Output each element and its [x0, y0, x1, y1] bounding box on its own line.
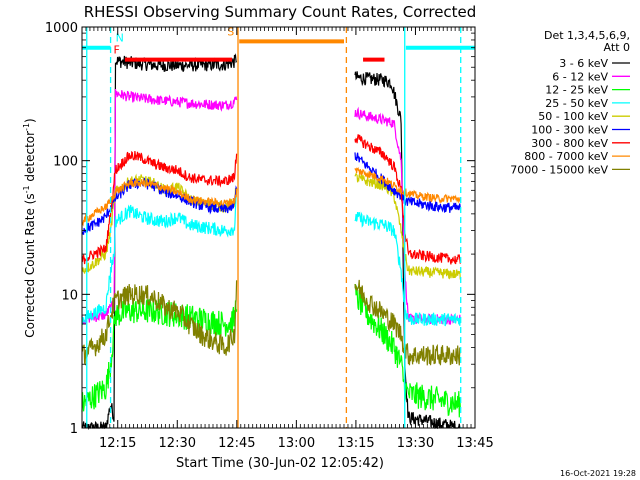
- legend-label-8: 7000 - 15000 keV: [510, 163, 608, 176]
- y-axis-label-exp1: -1: [22, 185, 31, 193]
- x-tick-label-5: 13:30: [397, 436, 434, 451]
- legend-label-0: 3 - 6 keV: [559, 57, 608, 70]
- flag-layer: FN S: [82, 25, 475, 62]
- x-tick-label-4: 13:15: [337, 436, 374, 451]
- legend-label-2: 12 - 25 keV: [545, 84, 608, 97]
- flag-label-1: N: [116, 32, 124, 45]
- series-line-7: [81, 166, 461, 227]
- chart-title: RHESSI Observing Summary Count Rates, Co…: [84, 3, 477, 21]
- x-tick-label-1: 12:30: [159, 436, 196, 451]
- y-tick-label-3: 1000: [45, 21, 78, 36]
- legend-label-4: 50 - 100 keV: [538, 110, 608, 123]
- y-tick-label-2: 100: [53, 155, 78, 170]
- series-line-2: [81, 284, 461, 418]
- plot-frame: [81, 26, 476, 429]
- flag-label-2: S: [227, 25, 234, 38]
- legend-label-3: 25 - 50 keV: [545, 97, 608, 110]
- series-line-8: [81, 279, 461, 367]
- x-tick-label-0: 12:15: [99, 436, 136, 451]
- series-line-6: [81, 134, 461, 265]
- series-line-5: [81, 152, 461, 236]
- legend-label-6: 300 - 800 keV: [531, 137, 608, 150]
- x-tick-label-6: 13:45: [456, 436, 493, 451]
- legend-header-2: Att 0: [604, 41, 630, 54]
- footer-date: 16-Oct-2021 19:28: [560, 469, 636, 478]
- axis-layer: 12:15 12:30 12:45 13:00 13:15 13:30 13:45 1 10 10…: [45, 21, 494, 451]
- legend-label-7: 800 - 7000 keV: [524, 150, 608, 163]
- series-layer: [81, 53, 461, 431]
- y-axis-label-main: Corrected Count Rate (s: [23, 193, 37, 337]
- marker-layer: [86, 27, 462, 428]
- x-axis-label: Start Time (30-Jun-02 12:05:42): [176, 456, 384, 471]
- y-tick-label-1: 10: [61, 288, 78, 303]
- y-axis-label-end: ): [23, 118, 37, 123]
- flag-label-0: F: [114, 44, 120, 57]
- y-axis-label-mid: detector: [23, 131, 37, 186]
- y-axis-label-exp2: -1: [22, 123, 31, 131]
- legend-label-1: 6 - 12 keV: [552, 70, 608, 83]
- y-axis-label: Corrected Count Rate (s-1 detector-1): [22, 118, 37, 337]
- x-tick-label-3: 13:00: [278, 436, 315, 451]
- x-tick-label-2: 12:45: [218, 436, 255, 451]
- series-line-0: [81, 53, 461, 431]
- legend-header-1: Det 1,3,4,5,6,9,: [544, 29, 630, 42]
- series-line-3: [81, 188, 461, 327]
- y-tick-label-0: 1: [70, 422, 78, 437]
- legend-label-5: 100 - 300 keV: [531, 124, 608, 137]
